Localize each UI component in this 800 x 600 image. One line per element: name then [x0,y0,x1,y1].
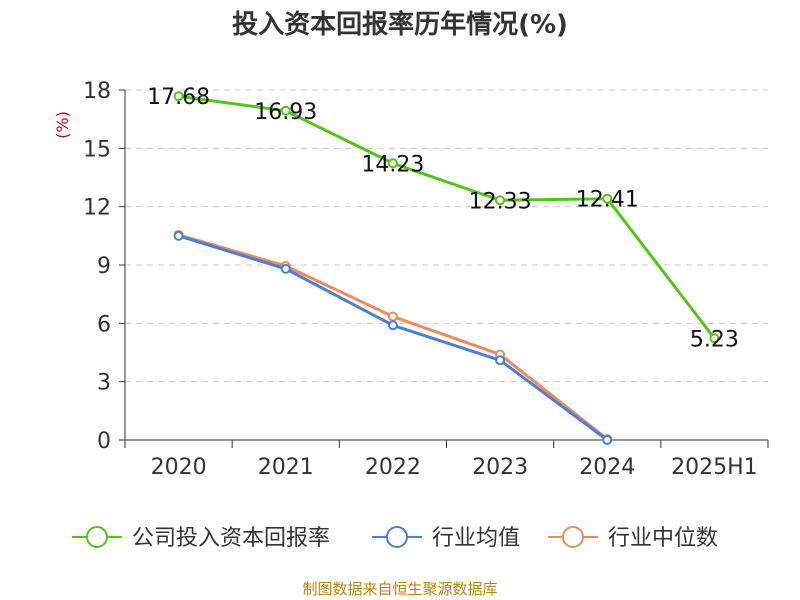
x-tick-label: 2020 [151,455,207,480]
y-tick-label: 9 [97,254,111,279]
legend-label[interactable]: 公司投入资本回报率 [132,526,330,551]
y-tick-label: 18 [83,79,111,104]
data-label: 5.23 [690,327,739,352]
data-point[interactable] [709,333,720,344]
x-tick-label: 2023 [472,455,528,480]
x-tick-label: 2022 [365,455,421,480]
data-label: 12.41 [576,188,639,213]
data-point[interactable] [387,158,398,169]
series-line-0 [178,94,716,340]
x-tick-label: 2024 [579,455,635,480]
data-point[interactable] [495,355,506,366]
data-label: 12.33 [469,189,532,214]
chart-title: 投入资本回报率历年情况(%) [232,10,568,40]
y-tick-label: 15 [83,137,111,162]
data-point[interactable] [173,230,184,241]
legend-label[interactable]: 行业中位数 [608,526,718,551]
legend-marker [386,526,408,548]
data-label: 16.93 [254,100,317,125]
legend-marker [86,526,108,548]
legend-marker [562,526,584,548]
data-point[interactable] [387,320,398,331]
x-tick-label: 2021 [258,455,314,480]
y-tick-label: 12 [83,196,111,221]
y-tick-label: 0 [97,429,111,454]
legend-label[interactable]: 行业均值 [432,526,520,551]
data-point[interactable] [387,311,398,322]
y-axis-unit: (%) [53,111,72,139]
y-tick-label: 3 [97,371,111,396]
data-label: 14.23 [361,152,424,177]
series-line-1 [178,234,609,442]
data-point[interactable] [602,193,613,204]
y-tick-label: 6 [97,312,111,337]
source-note: 制图数据来自恒生聚源数据库 [302,580,498,598]
x-tick-label: 2025H1 [671,455,758,480]
data-point[interactable] [495,195,506,206]
data-label: 17.68 [147,85,210,110]
data-point[interactable] [280,105,291,116]
data-point[interactable] [280,263,291,274]
data-point[interactable] [173,91,184,102]
data-point[interactable] [602,435,613,445]
